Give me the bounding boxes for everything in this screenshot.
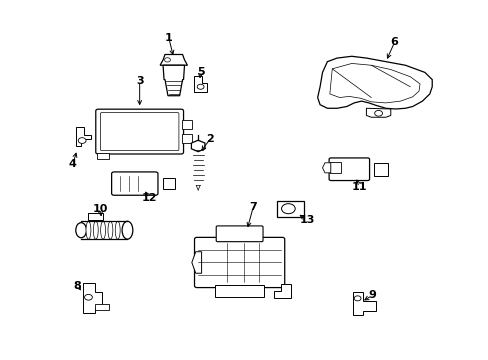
Circle shape xyxy=(374,111,382,116)
Circle shape xyxy=(164,58,170,62)
Text: 4: 4 xyxy=(69,159,77,169)
Polygon shape xyxy=(191,252,201,273)
Text: 10: 10 xyxy=(92,204,108,214)
FancyBboxPatch shape xyxy=(330,162,340,173)
Text: 11: 11 xyxy=(350,182,366,192)
Polygon shape xyxy=(191,140,204,152)
FancyBboxPatch shape xyxy=(97,153,109,159)
Text: 3: 3 xyxy=(136,76,143,86)
Text: 8: 8 xyxy=(74,281,81,291)
Polygon shape xyxy=(82,283,102,314)
Circle shape xyxy=(84,294,92,300)
Text: 5: 5 xyxy=(196,67,204,77)
Polygon shape xyxy=(163,65,184,96)
FancyBboxPatch shape xyxy=(373,163,387,176)
FancyBboxPatch shape xyxy=(182,134,191,143)
Text: 2: 2 xyxy=(206,134,214,144)
Ellipse shape xyxy=(76,223,86,238)
Ellipse shape xyxy=(93,221,98,239)
Text: 7: 7 xyxy=(249,202,257,212)
FancyBboxPatch shape xyxy=(100,113,179,150)
FancyBboxPatch shape xyxy=(163,178,175,189)
FancyBboxPatch shape xyxy=(96,109,183,154)
Polygon shape xyxy=(322,163,330,173)
Ellipse shape xyxy=(108,221,113,239)
Text: 1: 1 xyxy=(165,33,172,43)
FancyBboxPatch shape xyxy=(182,120,191,129)
FancyBboxPatch shape xyxy=(216,226,263,242)
Circle shape xyxy=(353,296,360,301)
Polygon shape xyxy=(160,54,187,65)
Text: 6: 6 xyxy=(390,37,398,47)
Circle shape xyxy=(78,138,86,143)
Polygon shape xyxy=(76,127,91,146)
Polygon shape xyxy=(329,63,419,103)
FancyBboxPatch shape xyxy=(328,158,369,180)
Text: 12: 12 xyxy=(142,193,157,203)
Circle shape xyxy=(281,204,295,214)
Polygon shape xyxy=(366,108,390,117)
Text: 13: 13 xyxy=(299,215,314,225)
Ellipse shape xyxy=(86,221,91,239)
FancyBboxPatch shape xyxy=(194,237,284,288)
FancyBboxPatch shape xyxy=(215,285,264,297)
FancyBboxPatch shape xyxy=(111,172,158,195)
Polygon shape xyxy=(352,292,375,315)
Polygon shape xyxy=(317,56,431,109)
Ellipse shape xyxy=(122,221,133,239)
Polygon shape xyxy=(273,284,290,298)
Polygon shape xyxy=(95,305,109,310)
Ellipse shape xyxy=(101,221,105,239)
Polygon shape xyxy=(194,76,206,92)
FancyBboxPatch shape xyxy=(88,213,103,220)
Ellipse shape xyxy=(115,221,120,239)
FancyBboxPatch shape xyxy=(277,201,304,217)
Text: 9: 9 xyxy=(367,291,375,301)
Circle shape xyxy=(197,84,203,89)
